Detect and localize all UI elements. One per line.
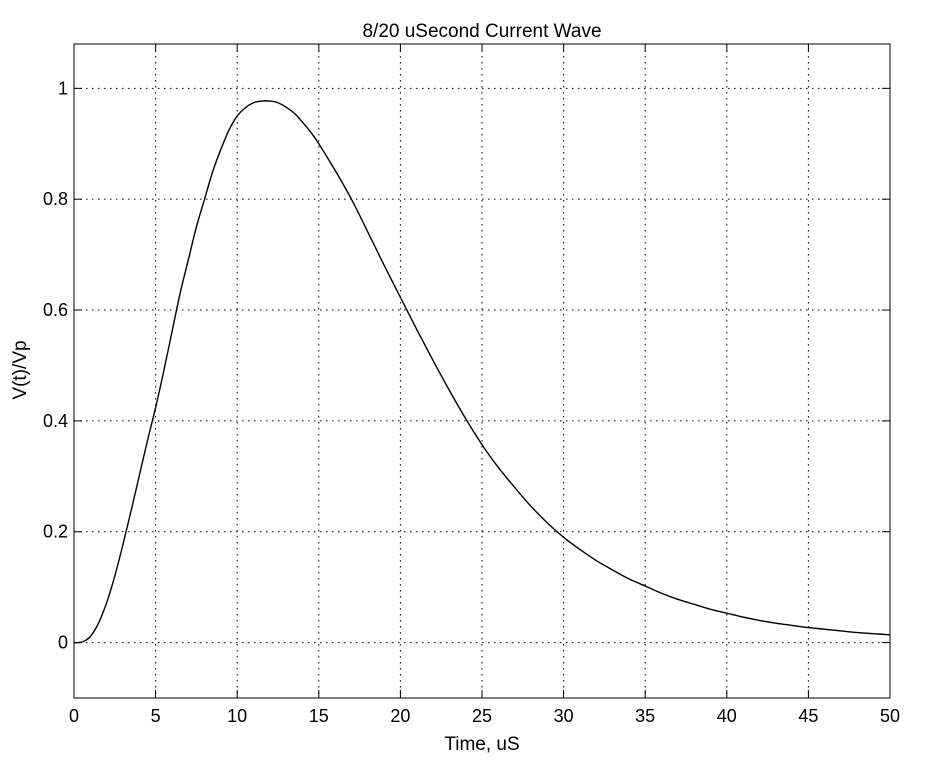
chart-title: 8/20 uSecond Current Wave bbox=[362, 21, 601, 42]
y-tick-label: 0.2 bbox=[43, 522, 68, 542]
grid-layer bbox=[74, 44, 890, 698]
y-tick-label: 1 bbox=[58, 78, 68, 98]
y-tick-label: 0 bbox=[58, 633, 68, 653]
x-tick-label: 45 bbox=[798, 706, 818, 726]
x-tick-label: 25 bbox=[472, 706, 492, 726]
y-axis-label: V(t)/Vp bbox=[10, 340, 31, 399]
y-tick-label: 0.6 bbox=[43, 300, 68, 320]
label-layer: 0 5 10 15 20 25 30 35 40 45 50 0 0.2 0.4 0.6 0.8 1 bbox=[43, 78, 900, 726]
x-tick-label: 20 bbox=[390, 706, 410, 726]
x-axis-label: Time, uS bbox=[444, 734, 519, 755]
x-tick-label: 35 bbox=[635, 706, 655, 726]
series-line bbox=[73, 100, 891, 644]
x-tick-label: 30 bbox=[554, 706, 574, 726]
x-tick-label: 40 bbox=[717, 706, 737, 726]
y-tick-label: 0.4 bbox=[43, 411, 68, 431]
x-tick-label: 5 bbox=[151, 706, 161, 726]
y-tick-label: 0.8 bbox=[43, 189, 68, 209]
curve-layer bbox=[73, 100, 891, 644]
x-tick-label: 15 bbox=[309, 706, 329, 726]
tick-layer bbox=[73, 44, 891, 698]
x-tick-label: 0 bbox=[69, 706, 79, 726]
x-tick-label: 10 bbox=[227, 706, 247, 726]
axes-box bbox=[73, 43, 891, 699]
x-tick-label: 50 bbox=[880, 706, 900, 726]
